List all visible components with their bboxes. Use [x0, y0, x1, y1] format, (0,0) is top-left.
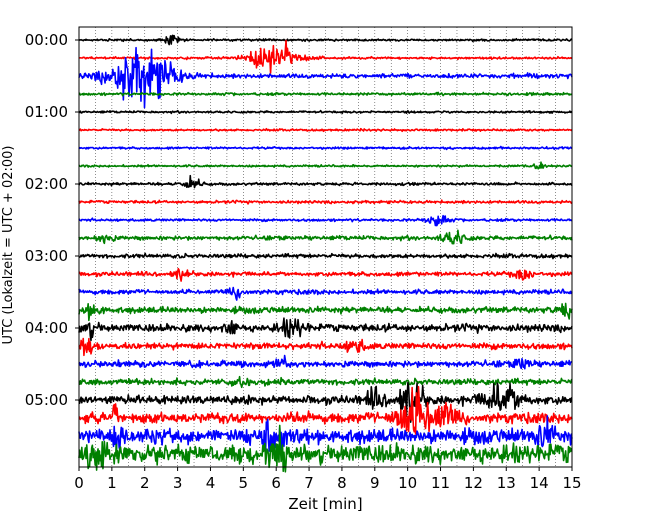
x-tick-label: 0 — [74, 474, 84, 492]
trace-row-10 — [78, 214, 573, 227]
y-tick-label: 01:00 — [25, 103, 68, 121]
trace-row-11 — [78, 229, 573, 245]
x-axis-ticks: 0 1 2 3 4 5 6 7 8 9 10 11 12 13 14 15 — [74, 467, 582, 492]
trace-row-20 — [78, 381, 573, 423]
y-tick-label: 05:00 — [25, 391, 68, 409]
x-tick-label: 10 — [398, 474, 417, 492]
x-tick-label: 15 — [562, 474, 581, 492]
trace-row-12 — [78, 252, 573, 260]
trace-row-3 — [78, 91, 573, 97]
trace-row-8 — [78, 174, 573, 189]
trace-row-15 — [78, 302, 573, 322]
x-tick-label: 6 — [271, 474, 281, 492]
plot-frame — [78, 26, 573, 468]
x-tick-label: 11 — [431, 474, 450, 492]
trace-row-4 — [78, 109, 573, 115]
trace-row-6 — [78, 145, 573, 151]
y-tick-label: 03:00 — [25, 247, 68, 265]
x-tick-label: 3 — [173, 474, 183, 492]
trace-row-22 — [78, 415, 573, 454]
seismic-traces — [78, 34, 573, 473]
x-tick-label: 9 — [370, 474, 380, 492]
y-tick-label: 04:00 — [25, 319, 68, 337]
trace-row-23 — [78, 424, 573, 473]
y-axis-label: UTC (Lokalzeit = UTC + 02:00) — [1, 146, 16, 345]
trace-row-7 — [78, 161, 573, 170]
x-tick-label: 12 — [464, 474, 483, 492]
trace-row-9 — [78, 199, 573, 205]
trace-row-0 — [78, 34, 573, 46]
x-tick-label: 8 — [337, 474, 347, 492]
trace-row-18 — [78, 354, 573, 370]
x-tick-label: 7 — [304, 474, 314, 492]
x-tick-label: 14 — [530, 474, 549, 492]
x-axis-label: Zeit [min] — [288, 495, 362, 513]
y-tick-label: 02:00 — [25, 175, 68, 193]
x-tick-label: 4 — [206, 474, 216, 492]
x-tick-label: 13 — [497, 474, 516, 492]
trace-row-1 — [78, 39, 573, 74]
trace-row-17 — [78, 337, 573, 357]
x-tick-label: 1 — [107, 474, 117, 492]
y-axis-ticks: 00:00 01:00 02:00 03:00 04:00 05:00 — [25, 31, 79, 409]
x-tick-label: 2 — [140, 474, 150, 492]
trace-row-19 — [78, 375, 573, 389]
x-tick-label: 5 — [239, 474, 249, 492]
trace-row-14 — [78, 286, 573, 301]
y-tick-label: 00:00 — [25, 31, 68, 49]
trace-row-16 — [78, 317, 573, 342]
trace-row-13 — [78, 267, 573, 282]
trace-row-21 — [78, 385, 573, 435]
trace-row-5 — [78, 127, 573, 133]
trace-row-2 — [78, 46, 573, 109]
